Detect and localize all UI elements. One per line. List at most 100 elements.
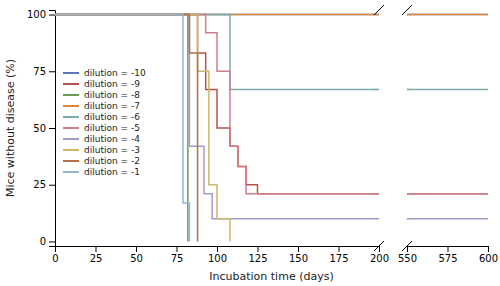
censored-mark (373, 193, 379, 195)
tick-label: 50 (130, 253, 143, 264)
censored-mark (373, 218, 379, 220)
tick-label: 25 (90, 253, 103, 264)
x-tick: 125 (248, 246, 267, 264)
legend-swatch (63, 160, 79, 162)
tick-mark (49, 71, 55, 72)
legend-item: dilution = -8 (63, 90, 140, 100)
tick-label: 200 (370, 253, 389, 264)
legend-item: dilution = -10 (63, 68, 146, 78)
tick-label: 0 (40, 236, 46, 247)
y-axis: 0255075100 (27, 9, 56, 247)
legend-label: dilution = -7 (84, 101, 140, 111)
tick-label: 75 (171, 253, 184, 264)
axis-break (402, 5, 412, 15)
legend-item: dilution = -1 (63, 167, 140, 177)
x-axis-title: Incubation time (days) (209, 270, 333, 283)
legend-item: dilution = -5 (63, 123, 140, 133)
legend-swatch (63, 105, 79, 107)
x-tick: 150 (289, 246, 308, 264)
x-tick: 25 (90, 246, 103, 264)
tick-mark (407, 246, 408, 252)
series-line (407, 218, 488, 220)
legend-swatch (63, 127, 79, 129)
x-tick: 0 (52, 246, 58, 264)
tick-label: 575 (438, 253, 457, 264)
legend-item: dilution = -9 (63, 79, 140, 89)
series-line (55, 15, 198, 242)
x-axis: 550 575 600 (398, 246, 498, 264)
series-line (55, 15, 188, 242)
tick-label: 550 (398, 253, 417, 264)
panel: 550 575 600 (398, 5, 498, 264)
x-tick: 175 (329, 246, 348, 264)
legend-label: dilution = -6 (84, 112, 140, 122)
x-axis-line (408, 247, 489, 253)
plot-area (407, 15, 488, 219)
legend-item: dilution = -6 (63, 112, 140, 122)
tick-mark (177, 246, 178, 252)
x-tick: 550 (398, 246, 417, 264)
axis-break (402, 241, 412, 251)
x-tick: 200 (370, 246, 389, 264)
legend-swatch (63, 116, 79, 118)
tick-mark (49, 15, 55, 16)
tick-label: 150 (289, 253, 308, 264)
y-tick: 100 (27, 9, 55, 20)
x-tick: 100 (208, 246, 227, 264)
series-line (407, 193, 488, 195)
x-tick: 75 (171, 246, 184, 264)
series-line (55, 15, 230, 242)
legend-swatch (63, 138, 79, 140)
legend-label: dilution = -1 (84, 167, 140, 177)
series-line (407, 14, 488, 16)
legend-label: dilution = -10 (84, 68, 146, 78)
chart: 02550751001251501752000255075100dilution… (0, 0, 500, 286)
y-tick: 50 (33, 123, 55, 134)
legend-item: dilution = -3 (63, 145, 140, 155)
censored-mark (407, 218, 413, 220)
x-axis: 0 25 50 75 100 125 150 175 200 (52, 246, 389, 264)
legend-item: dilution = -7 (63, 101, 140, 111)
tick-label: 0 (52, 253, 58, 264)
legend-label: dilution = -9 (84, 79, 140, 89)
legend-swatch (63, 171, 79, 173)
tick-mark (488, 246, 489, 252)
tick-mark (96, 246, 97, 252)
legend-swatch (63, 72, 79, 74)
tick-label: 100 (208, 253, 227, 264)
tick-label: 100 (27, 9, 46, 20)
legend-label: dilution = -3 (84, 145, 140, 155)
tick-mark (339, 246, 340, 252)
series-line (55, 15, 379, 194)
tick-label: 125 (248, 253, 267, 264)
legend-label: dilution = -5 (84, 123, 140, 133)
x-tick: 600 (479, 246, 498, 264)
tick-mark (448, 246, 449, 252)
censored-mark (407, 89, 413, 91)
axis-break (374, 241, 384, 251)
tick-mark (298, 246, 299, 252)
tick-mark (136, 246, 137, 252)
censored-mark (373, 89, 379, 91)
y-axis-title: Mice without disease (%) (4, 59, 17, 197)
legend-item: dilution = -4 (63, 134, 140, 144)
x-tick: 575 (438, 246, 457, 264)
censored-mark (407, 193, 413, 195)
series-line (407, 89, 488, 91)
axis-break (374, 5, 384, 15)
panel: 02550751001251501752000255075100dilution… (27, 5, 389, 264)
tick-mark (49, 128, 55, 129)
tick-label: 25 (33, 179, 46, 190)
legend-label: dilution = -4 (84, 134, 140, 144)
censored-mark (407, 14, 413, 16)
legend-item: dilution = -2 (63, 156, 140, 166)
tick-mark (217, 246, 218, 252)
series-line (55, 15, 189, 242)
series-line (407, 193, 488, 195)
y-tick: 0 (40, 236, 55, 247)
legend: dilution = -10dilution = -9dilution = -8… (63, 68, 146, 177)
series-line (407, 14, 488, 16)
x-axis-line (56, 247, 380, 253)
tick-mark (379, 246, 380, 252)
tick-label: 600 (479, 253, 498, 264)
